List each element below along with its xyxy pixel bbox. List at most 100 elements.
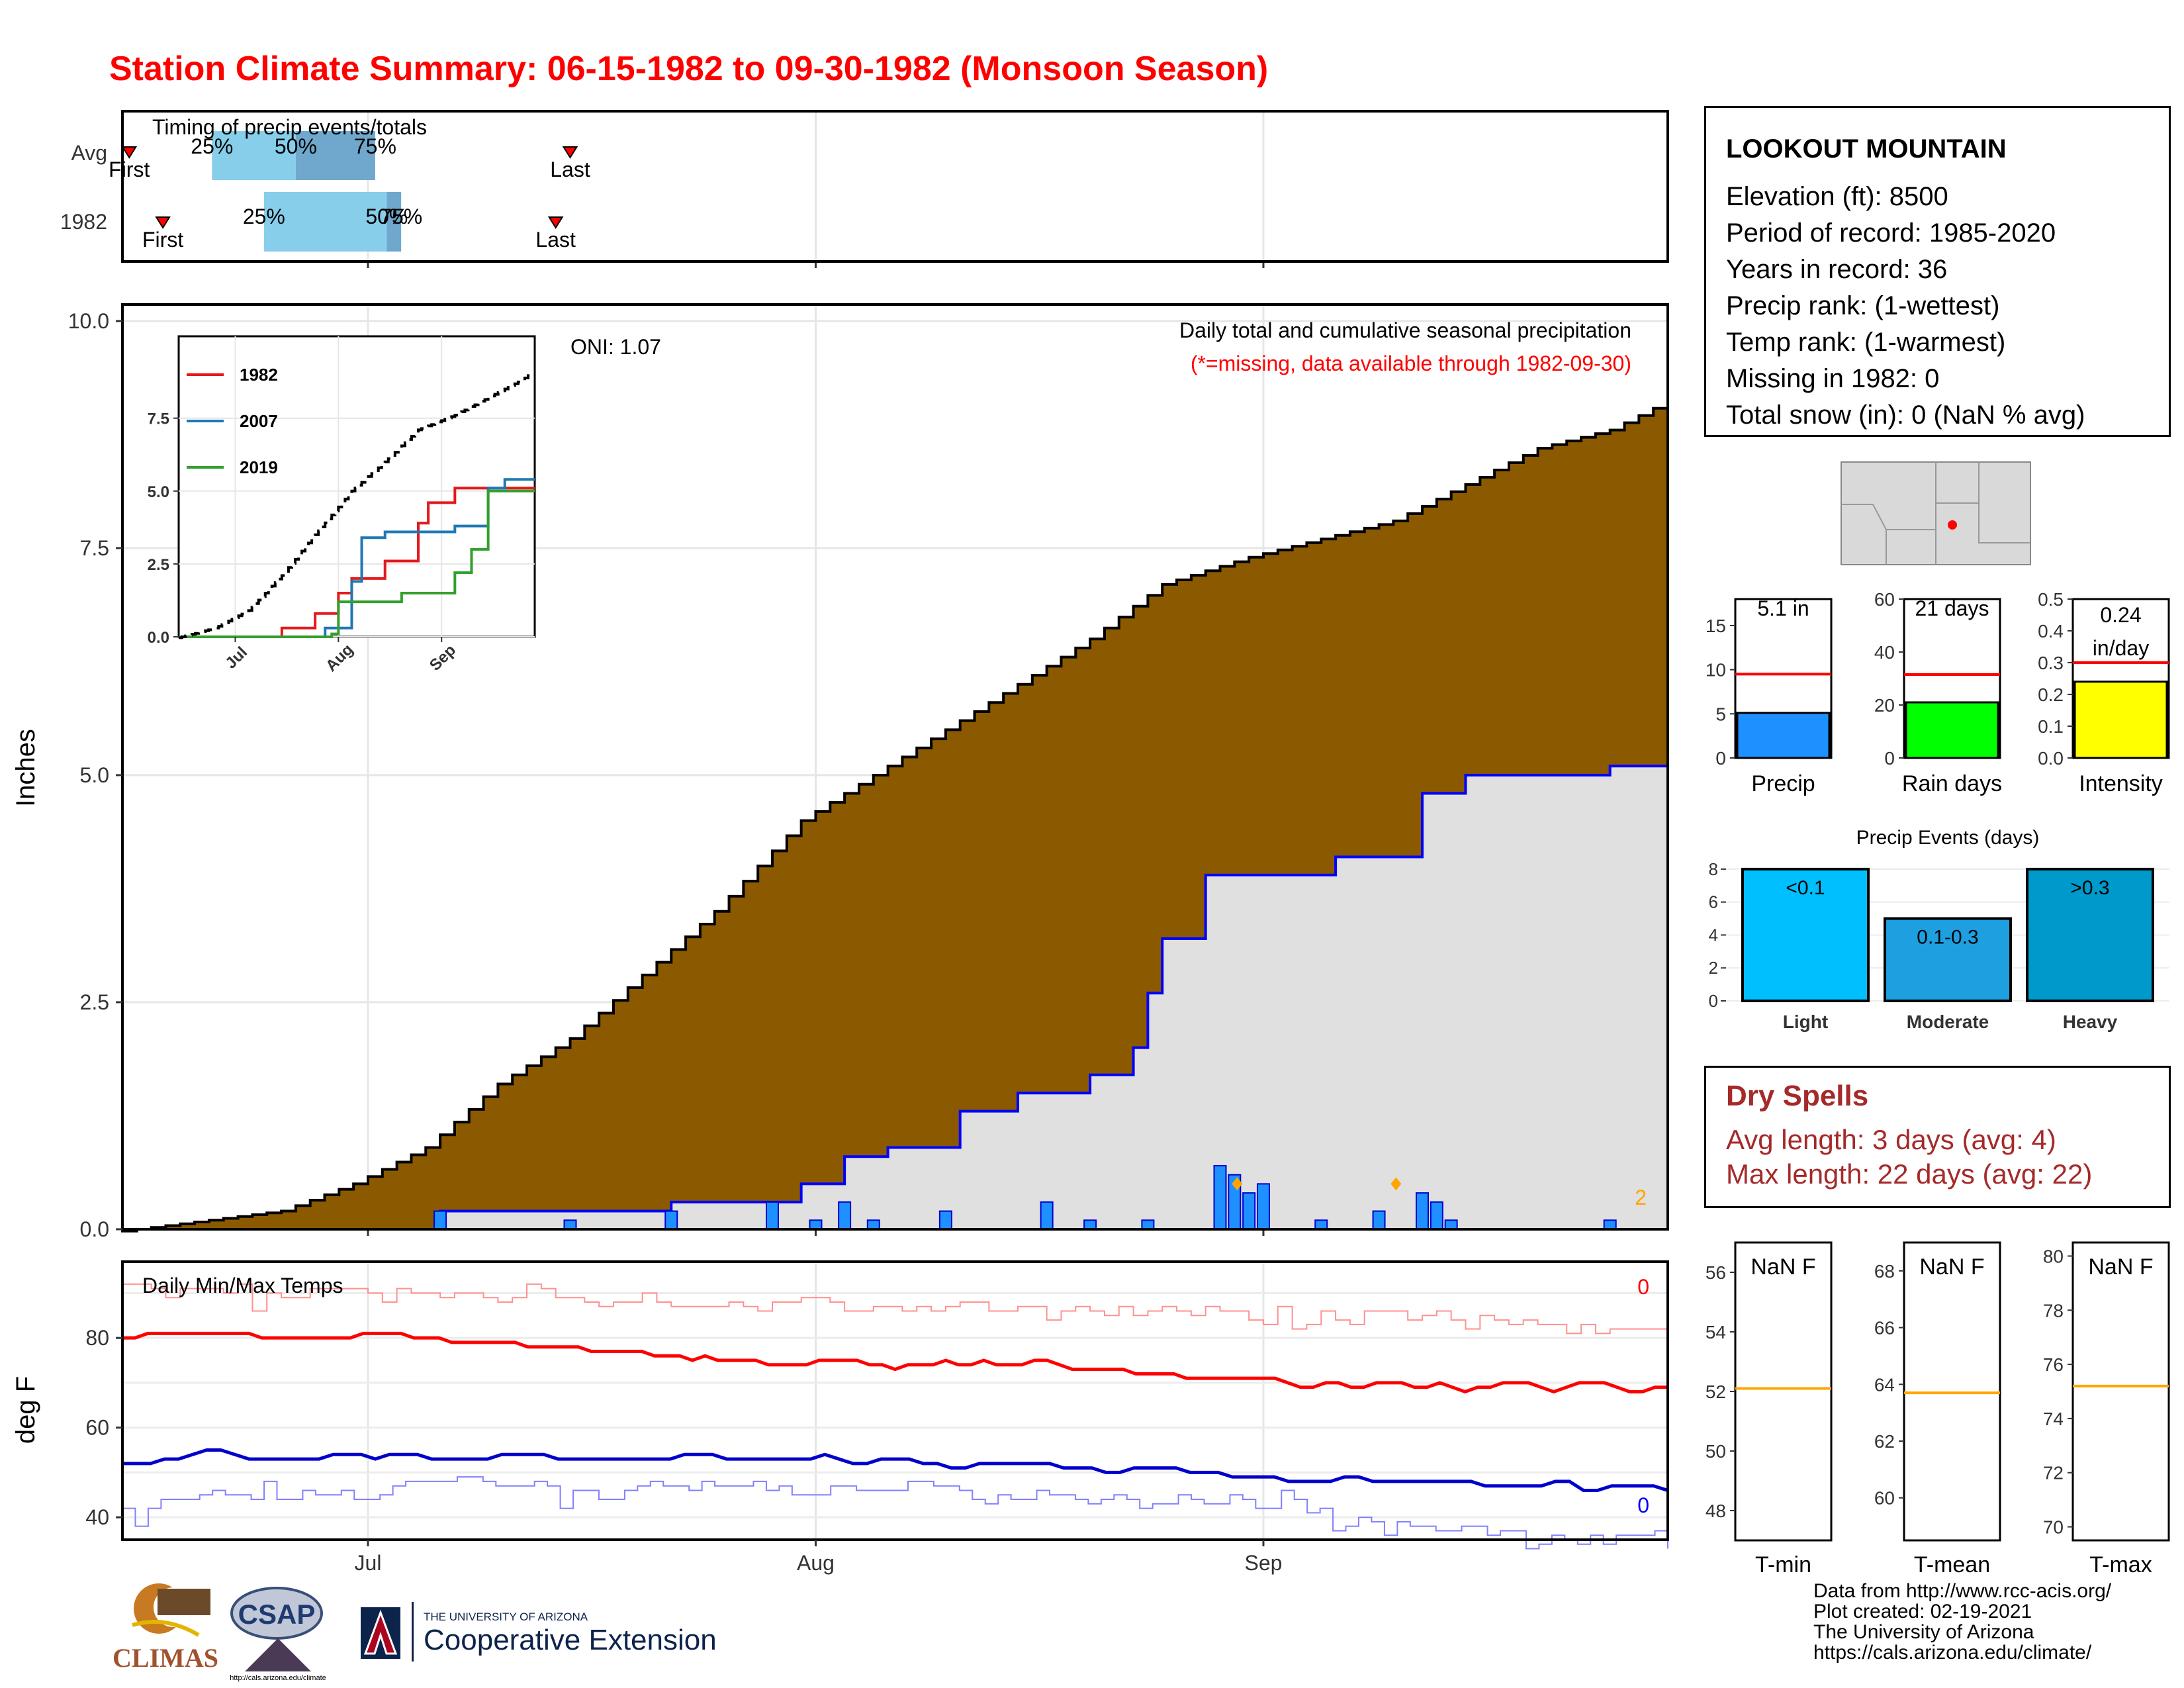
season-temp-value: NaN F — [1751, 1254, 1815, 1280]
season-temp-ytick: 72 — [2043, 1463, 2064, 1483]
season-total-ytick: 0.3 — [2038, 653, 2064, 673]
climas-logo: CLIMAS — [113, 1583, 218, 1673]
season-temp-label: T-mean — [1914, 1552, 1990, 1577]
month-xtick-label: Jul — [355, 1551, 382, 1575]
precip-ytick-label: 0.0 — [80, 1217, 109, 1241]
ua-logo-line2: Cooperative Extension — [424, 1624, 717, 1656]
timing-first-marker — [121, 146, 138, 159]
season-total-label: Intensity — [2079, 771, 2163, 796]
inset-line-avg — [179, 371, 535, 639]
season-total-bar — [2073, 680, 2168, 759]
events-ytick: 6 — [1709, 892, 1718, 912]
csap-url: http://cals.arizona.edu/climate — [230, 1674, 326, 1682]
events-category-label: Heavy — [2063, 1011, 2118, 1032]
season-total-ytick: 15 — [1706, 616, 1726, 636]
season-temp-ytick: 60 — [1874, 1488, 1895, 1509]
timing-p25-label: 25% — [191, 134, 233, 158]
timing-last-label: Last — [535, 228, 576, 252]
daily-precip-bar — [1083, 1219, 1097, 1231]
events-bar — [2026, 867, 2154, 1002]
events-ytick: 4 — [1709, 925, 1718, 945]
season-total-label: Rain days — [1902, 771, 2002, 796]
csap-logo-text: CSAP — [238, 1599, 316, 1630]
ua-logo: THE UNIVERSITY OF ARIZONA Cooperative Ex… — [361, 1602, 717, 1662]
credit-url: https://cals.arizona.edu/climate/ — [1813, 1642, 2092, 1664]
season-temp-ytick: 66 — [1874, 1318, 1895, 1338]
season-temp-ytick: 70 — [2043, 1517, 2064, 1538]
daily-precip-bar — [809, 1219, 823, 1231]
timing-p75-label: 75% — [354, 134, 396, 158]
timing-q1-bar — [263, 192, 387, 252]
daily-precip-bar — [866, 1219, 880, 1231]
season-temp-ytick: 52 — [1706, 1382, 1726, 1402]
season-temp-ytick: 78 — [2043, 1300, 2064, 1321]
inset-ytick-label: 5.0 — [148, 483, 169, 501]
missing-tmax-count: 0 — [1637, 1275, 1649, 1299]
timing-last-marker — [562, 146, 578, 159]
timing-first-marker — [155, 216, 171, 229]
events-bar-label: >0.3 — [2070, 877, 2109, 899]
season-temp-ytick: 76 — [2043, 1354, 2064, 1375]
inset-legend-label: 1982 — [240, 365, 278, 385]
precip-ytick-label: 10.0 — [68, 309, 109, 333]
season-total-ytick: 0 — [1884, 748, 1895, 769]
season-total-ytick: 20 — [1874, 695, 1895, 716]
season-temp-label: T-min — [1755, 1552, 1811, 1577]
events-bar — [1884, 917, 2012, 1003]
precip-ytick-label: 7.5 — [80, 536, 109, 560]
temp-ytick-label: 80 — [85, 1326, 109, 1350]
temp-ytick-label: 60 — [85, 1416, 109, 1440]
timing-row-avg-label: Avg — [71, 141, 107, 165]
season-total-ytick: 0 — [1715, 748, 1726, 769]
station-years: Years in record: 36 — [1726, 255, 1948, 284]
station-missing: Missing in 1982: 0 — [1726, 364, 1940, 393]
timing-first-label: First — [109, 158, 150, 181]
climas-logo-text: CLIMAS — [113, 1643, 218, 1673]
timing-p25-label: 25% — [243, 205, 285, 228]
season-temp-ytick: 48 — [1706, 1501, 1726, 1521]
month-xtick-label: Aug — [797, 1551, 835, 1575]
temp-line-tmin-avg — [122, 1448, 1668, 1492]
oni-value: ONI: 1.07 — [570, 335, 661, 359]
season-total-value: 21 days — [1915, 596, 1989, 620]
events-bar — [1741, 867, 1870, 1002]
daily-precip-bar — [1314, 1219, 1328, 1231]
daily-precip-bar — [1040, 1201, 1054, 1230]
daily-precip-bar — [1444, 1219, 1458, 1231]
dry-spells-avg: Avg length: 3 days (avg: 4) — [1726, 1124, 2056, 1155]
credit-plot-created: Plot created: 02-19-2021 — [1813, 1601, 2032, 1622]
station-info-box: LOOKOUT MOUNTAIN Elevation (ft): 8500 Pe… — [1704, 106, 2171, 437]
inset-line-2019 — [179, 489, 535, 638]
season-totals-panels: 0 5 10 15 5.1 in Precip 0 20 40 60 21 days Rain day… — [1706, 589, 2170, 796]
daily-precip-bar — [1256, 1183, 1270, 1231]
inset-ytick-label: 7.5 — [148, 410, 169, 428]
csap-logo: CSAP http://cals.arizona.edu/climate — [230, 1587, 326, 1682]
timing-p50-label: 50% — [365, 205, 408, 228]
season-total-ytick: 0.0 — [2038, 748, 2064, 769]
temp-ylabel: deg F — [11, 1376, 40, 1444]
season-temp-value: NaN F — [2088, 1254, 2153, 1280]
timing-p75-label: 75% — [380, 205, 422, 228]
credit-university: The University of Arizona — [1813, 1621, 2034, 1643]
events-ytick: 8 — [1709, 859, 1718, 879]
events-ytick: 0 — [1709, 991, 1718, 1011]
daily-precip-bar — [1242, 1192, 1256, 1230]
season-total-ytick: 0.4 — [2038, 621, 2064, 641]
season-total-ytick: 40 — [1874, 642, 1895, 663]
season-temp-ytick: 68 — [1874, 1261, 1895, 1282]
month-xtick-label: Sep — [1245, 1551, 1283, 1575]
missing-data-marker — [1390, 1177, 1402, 1191]
daily-precip-bar — [664, 1210, 678, 1231]
missing-count: 2 — [1635, 1186, 1647, 1209]
daily-precip-bar — [1603, 1219, 1617, 1231]
temp-line-tmax-avg — [122, 1331, 1668, 1394]
season-temp-ytick: 50 — [1706, 1441, 1726, 1462]
events-bar-label: 0.1-0.3 — [1917, 927, 1978, 949]
daily-precip-bar — [1430, 1201, 1443, 1230]
daily-precip-bar — [766, 1201, 780, 1230]
season-total-value: 0.24 — [2100, 603, 2141, 627]
page-title: Station Climate Summary: 06-15-1982 to 0… — [109, 50, 1269, 88]
season-total-ytick: 5 — [1715, 704, 1726, 724]
season-total-value: 5.1 in — [1757, 596, 1809, 620]
